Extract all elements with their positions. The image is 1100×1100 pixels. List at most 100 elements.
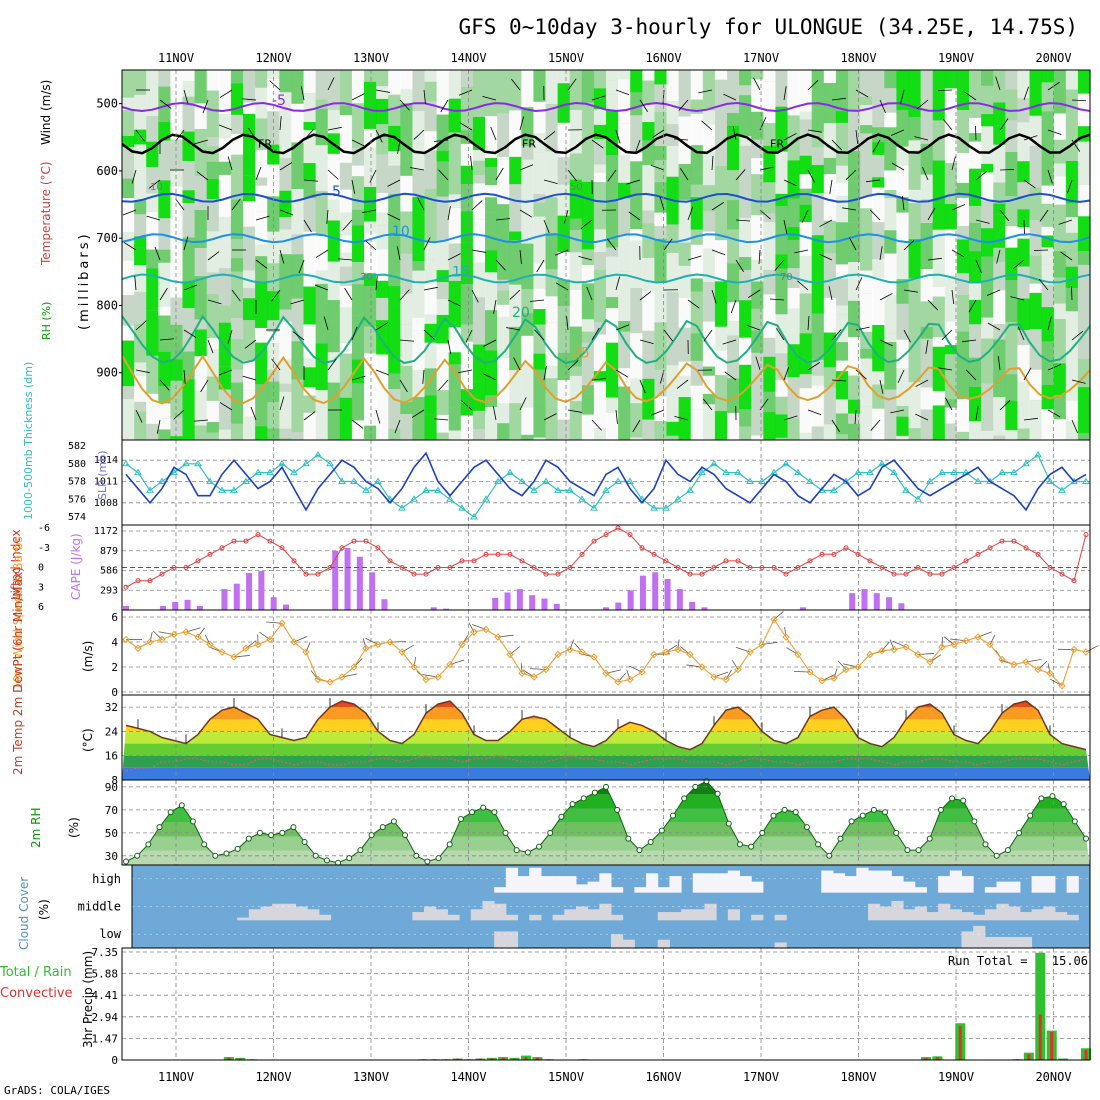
thickness-point: [914, 495, 922, 502]
cloud-cell-middle: [669, 912, 682, 921]
rh-shade-cell: [146, 70, 159, 117]
cloud-cell-middle: [949, 909, 962, 921]
wind-barb: [123, 242, 137, 251]
cape-bar: [529, 595, 536, 610]
rh-shade-cell: [206, 90, 220, 137]
wind-barb: [725, 669, 732, 680]
wind-barb: [819, 253, 833, 261]
cloud-cell-low: [1008, 936, 1021, 948]
wind-speed-point: [1046, 669, 1054, 677]
rh-shade-cell: [993, 247, 1006, 262]
rh-point: [134, 852, 141, 859]
cloud-cell-high: [1031, 876, 1044, 893]
cape-bar: [603, 607, 609, 610]
rh-shade-cell: [787, 160, 801, 199]
rh-shade-cell: [1017, 209, 1031, 228]
thickness-point: [230, 486, 238, 493]
wind-barb: [1071, 99, 1087, 102]
rh-shade-cell: [606, 397, 619, 413]
thickness-point: [950, 468, 958, 476]
rh-shade-cell: [1065, 266, 1079, 289]
wind-barb: [509, 289, 521, 300]
rh-shade-cell: [255, 185, 268, 212]
wind-barb: [783, 415, 798, 421]
thickness-point: [734, 468, 742, 476]
rh-shade-cell: [678, 265, 692, 298]
rh-point: [870, 806, 877, 813]
wind-barb: [639, 291, 652, 301]
rh-shade-cell: [811, 193, 825, 236]
rh-point: [524, 849, 531, 856]
cape-axis-label: CAPE (J/kg): [69, 533, 83, 600]
wind-barb: [326, 209, 329, 224]
wind-barb: [255, 259, 268, 269]
rh-point: [759, 829, 766, 836]
rh-shade-cell: [654, 212, 668, 227]
rh-shade-cell: [848, 413, 861, 424]
rh-shade-cell: [714, 375, 728, 412]
rh-shade-cell: [279, 437, 292, 440]
rh-shade-cell: [364, 70, 377, 82]
rh-shade-cell: [1029, 283, 1043, 293]
wind-barb: [342, 219, 353, 231]
rh-shade-cell: [702, 321, 716, 367]
rh-shade-cell: [1041, 341, 1055, 385]
rh-shade-cell: [364, 353, 377, 389]
wind-barb: [1058, 219, 1073, 225]
rh-shade-cell: [678, 199, 692, 243]
rh-shade-cell: [243, 298, 256, 321]
rh-shade-cell: [509, 156, 522, 185]
li-point: [459, 558, 465, 564]
rh-shade-cell: [714, 193, 728, 241]
rh-point: [815, 841, 822, 848]
rh-point: [1016, 829, 1023, 836]
rh-shade-cell: [158, 429, 171, 440]
cloud-cell-high: [856, 867, 869, 893]
wind-barb: [703, 398, 713, 411]
rh-shade-cell: [122, 198, 135, 233]
rh-shade-cell: [569, 70, 583, 110]
rh-shade-cell: [956, 431, 970, 440]
wind-barb: [1023, 135, 1038, 141]
rh-shade-cell: [521, 289, 534, 314]
rh-shade-cell: [835, 371, 849, 400]
cloud-cell-middle: [914, 906, 927, 921]
rh-shade-cell: [969, 283, 982, 300]
wind-barb: [146, 215, 161, 221]
wind-barb: [854, 409, 857, 424]
rh-shade-cell: [823, 332, 837, 368]
rh-shade-cell: [944, 345, 958, 355]
wind-barb: [591, 327, 600, 341]
rh-shade-cell: [932, 286, 946, 297]
rh-shade-cell: [279, 70, 292, 93]
rh-point: [513, 847, 520, 854]
precip-total-label: Total / Rain: [0, 965, 72, 980]
rh-point: [803, 824, 810, 831]
rh-shade-cell: [303, 93, 317, 122]
rh-shade-cell: [654, 238, 668, 284]
rh-shade-cell: [146, 211, 159, 250]
wind-barb: [975, 170, 988, 181]
rh-shade-cell: [787, 198, 801, 227]
rh-shade-cell: [146, 167, 159, 194]
wind-barb: [292, 331, 305, 341]
wind-barb: [1047, 663, 1051, 674]
wind-barb: [927, 207, 936, 221]
wind-speed-point: [278, 619, 286, 627]
rh-point: [1049, 793, 1056, 800]
cloud-cell-high: [903, 881, 916, 893]
rh-shade-cell: [218, 322, 232, 367]
cloud-cell-low: [505, 931, 519, 948]
li-point: [207, 551, 213, 557]
wind-barb: [783, 219, 788, 234]
temperature-axis-label: Temperature (°C): [39, 161, 53, 266]
li-point: [783, 571, 789, 577]
cloud-cell-high: [716, 873, 729, 893]
rh-shade-cell: [896, 109, 910, 147]
wind-barb: [703, 329, 713, 342]
cloud-cell-middle: [412, 912, 425, 921]
rh-shade-cell: [412, 270, 426, 318]
rh-shade-cell: [606, 389, 619, 398]
rh-shade-cell: [1017, 329, 1031, 346]
li-point: [315, 571, 321, 577]
